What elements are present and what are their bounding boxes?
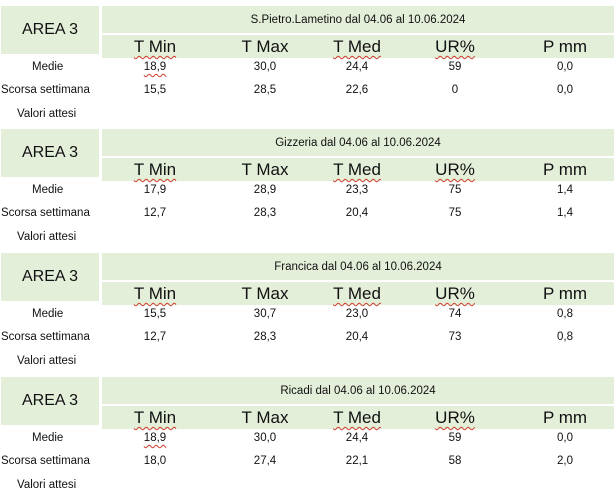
column-header: T Min xyxy=(133,160,177,179)
value-cell: 28,3 xyxy=(253,207,277,219)
column-header: P mm xyxy=(542,408,588,427)
value-cell: 15,5 xyxy=(143,84,167,96)
column-header: T Med xyxy=(333,408,381,427)
column-header: T Med xyxy=(333,284,381,303)
expected-values-label: Valori attesi xyxy=(17,479,77,491)
area-label: AREA 3 xyxy=(1,6,99,54)
column-header: UR% xyxy=(435,160,475,179)
value-cell: 12,7 xyxy=(143,331,167,343)
row-label: Scorsa settimana xyxy=(1,331,90,343)
column-header-row: T Min T Max T Med UR% P mm xyxy=(102,34,614,58)
value-cell: 22,6 xyxy=(345,84,369,96)
value-cell: 30,0 xyxy=(253,61,277,73)
data-row: Medie 18,9 30,0 24,4 59 0,0 xyxy=(0,61,616,83)
value-cell: 75 xyxy=(448,184,462,196)
expected-values-label: Valori attesi xyxy=(17,108,77,120)
station-title: Francica dal 04.06 al 10.06.2024 xyxy=(102,253,614,280)
value-cell: 1,4 xyxy=(557,184,573,196)
station-title: Ricadi dal 04.06 al 10.06.2024 xyxy=(102,377,614,404)
column-header: P mm xyxy=(542,37,588,56)
value-cell: 24,4 xyxy=(345,61,369,73)
value-cell: 75 xyxy=(448,207,462,219)
value-cell: 0,0 xyxy=(557,61,573,73)
data-row: Scorsa settimana 12,7 28,3 20,4 73 0,8 xyxy=(0,331,616,353)
station-block: AREA 3 S.Pietro.Lametino dal 04.06 al 10.… xyxy=(0,4,616,128)
column-header: T Min xyxy=(133,37,177,56)
data-row: Medie 18,9 30,0 24,4 59 0,0 xyxy=(0,432,616,454)
value-cell: 2,0 xyxy=(557,455,573,467)
value-cell: 20,4 xyxy=(345,331,369,343)
data-row: Scorsa settimana 18,0 27,4 22,1 58 2,0 xyxy=(0,455,616,477)
column-header: P mm xyxy=(542,160,588,179)
column-header: UR% xyxy=(435,408,475,427)
row-label: Medie xyxy=(32,432,64,444)
row-label: Medie xyxy=(32,308,64,320)
value-cell: 58 xyxy=(448,455,462,467)
station-block: AREA 3 Francica dal 04.06 al 10.06.2024 T … xyxy=(0,251,616,375)
area-label: AREA 3 xyxy=(1,253,99,301)
value-cell: 0,8 xyxy=(557,331,573,343)
value-cell: 12,7 xyxy=(143,207,167,219)
column-header: T Min xyxy=(133,408,177,427)
data-row: Medie 15,5 30,7 23,0 74 0,8 xyxy=(0,308,616,330)
value-cell: 15,5 xyxy=(143,308,167,320)
column-header: UR% xyxy=(435,37,475,56)
value-cell: 28,3 xyxy=(253,331,277,343)
data-row: Scorsa settimana 12,7 28,3 20,4 75 1,4 xyxy=(0,207,616,229)
row-label: Medie xyxy=(32,184,64,196)
value-cell: 18,0 xyxy=(143,455,167,467)
column-header: T Med xyxy=(333,160,381,179)
column-header: T Max xyxy=(241,408,289,427)
value-cell: 23,3 xyxy=(345,184,369,196)
row-label: Scorsa settimana xyxy=(1,455,90,467)
value-cell: 30,0 xyxy=(253,432,277,444)
station-block: AREA 3 Gizzeria dal 04.06 al 10.06.2024 T … xyxy=(0,127,616,251)
value-cell: 28,9 xyxy=(253,184,277,196)
value-cell: 17,9 xyxy=(143,184,167,196)
value-cell: 59 xyxy=(448,432,462,444)
value-cell: 28,5 xyxy=(253,84,277,96)
column-header: T Med xyxy=(333,37,381,56)
data-row: Scorsa settimana 15,5 28,5 22,6 0 0,0 xyxy=(0,84,616,106)
value-cell: 30,7 xyxy=(253,308,277,320)
value-cell: 0,0 xyxy=(557,84,573,96)
value-cell: 0 xyxy=(451,84,459,96)
value-cell: 18,9 xyxy=(143,61,167,73)
value-cell: 59 xyxy=(448,61,462,73)
row-label: Medie xyxy=(32,61,64,73)
data-row: Medie 17,9 28,9 23,3 75 1,4 xyxy=(0,184,616,206)
station-title: Gizzeria dal 04.06 al 10.06.2024 xyxy=(102,129,614,156)
value-cell: 24,4 xyxy=(345,432,369,444)
column-header: T Min xyxy=(133,284,177,303)
column-header: P mm xyxy=(542,284,588,303)
expected-values-label: Valori attesi xyxy=(17,231,77,243)
column-header: UR% xyxy=(435,284,475,303)
value-cell: 1,4 xyxy=(557,207,573,219)
row-label: Scorsa settimana xyxy=(1,84,90,96)
value-cell: 73 xyxy=(448,331,462,343)
value-cell: 22,1 xyxy=(345,455,369,467)
value-cell: 18,9 xyxy=(143,432,167,444)
value-cell: 0,0 xyxy=(557,432,573,444)
value-cell: 23,0 xyxy=(345,308,369,320)
station-title: S.Pietro.Lametino dal 04.06 al 10.06.202… xyxy=(102,6,614,33)
area-label: AREA 3 xyxy=(1,377,99,425)
value-cell: 20,4 xyxy=(345,207,369,219)
column-header: T Max xyxy=(241,284,289,303)
column-header-row: T Min T Max T Med UR% P mm xyxy=(102,405,614,429)
column-header-row: T Min T Max T Med UR% P mm xyxy=(102,281,614,305)
expected-values-label: Valori attesi xyxy=(17,355,77,367)
value-cell: 0,8 xyxy=(557,308,573,320)
value-cell: 74 xyxy=(448,308,462,320)
column-header: T Max xyxy=(241,37,289,56)
column-header-row: T Min T Max T Med UR% P mm xyxy=(102,157,614,181)
row-label: Scorsa settimana xyxy=(1,207,90,219)
value-cell: 27,4 xyxy=(253,455,277,467)
area-label: AREA 3 xyxy=(1,129,99,177)
column-header: T Max xyxy=(241,160,289,179)
station-block: AREA 3 Ricadi dal 04.06 al 10.06.2024 T Mi… xyxy=(0,375,616,499)
